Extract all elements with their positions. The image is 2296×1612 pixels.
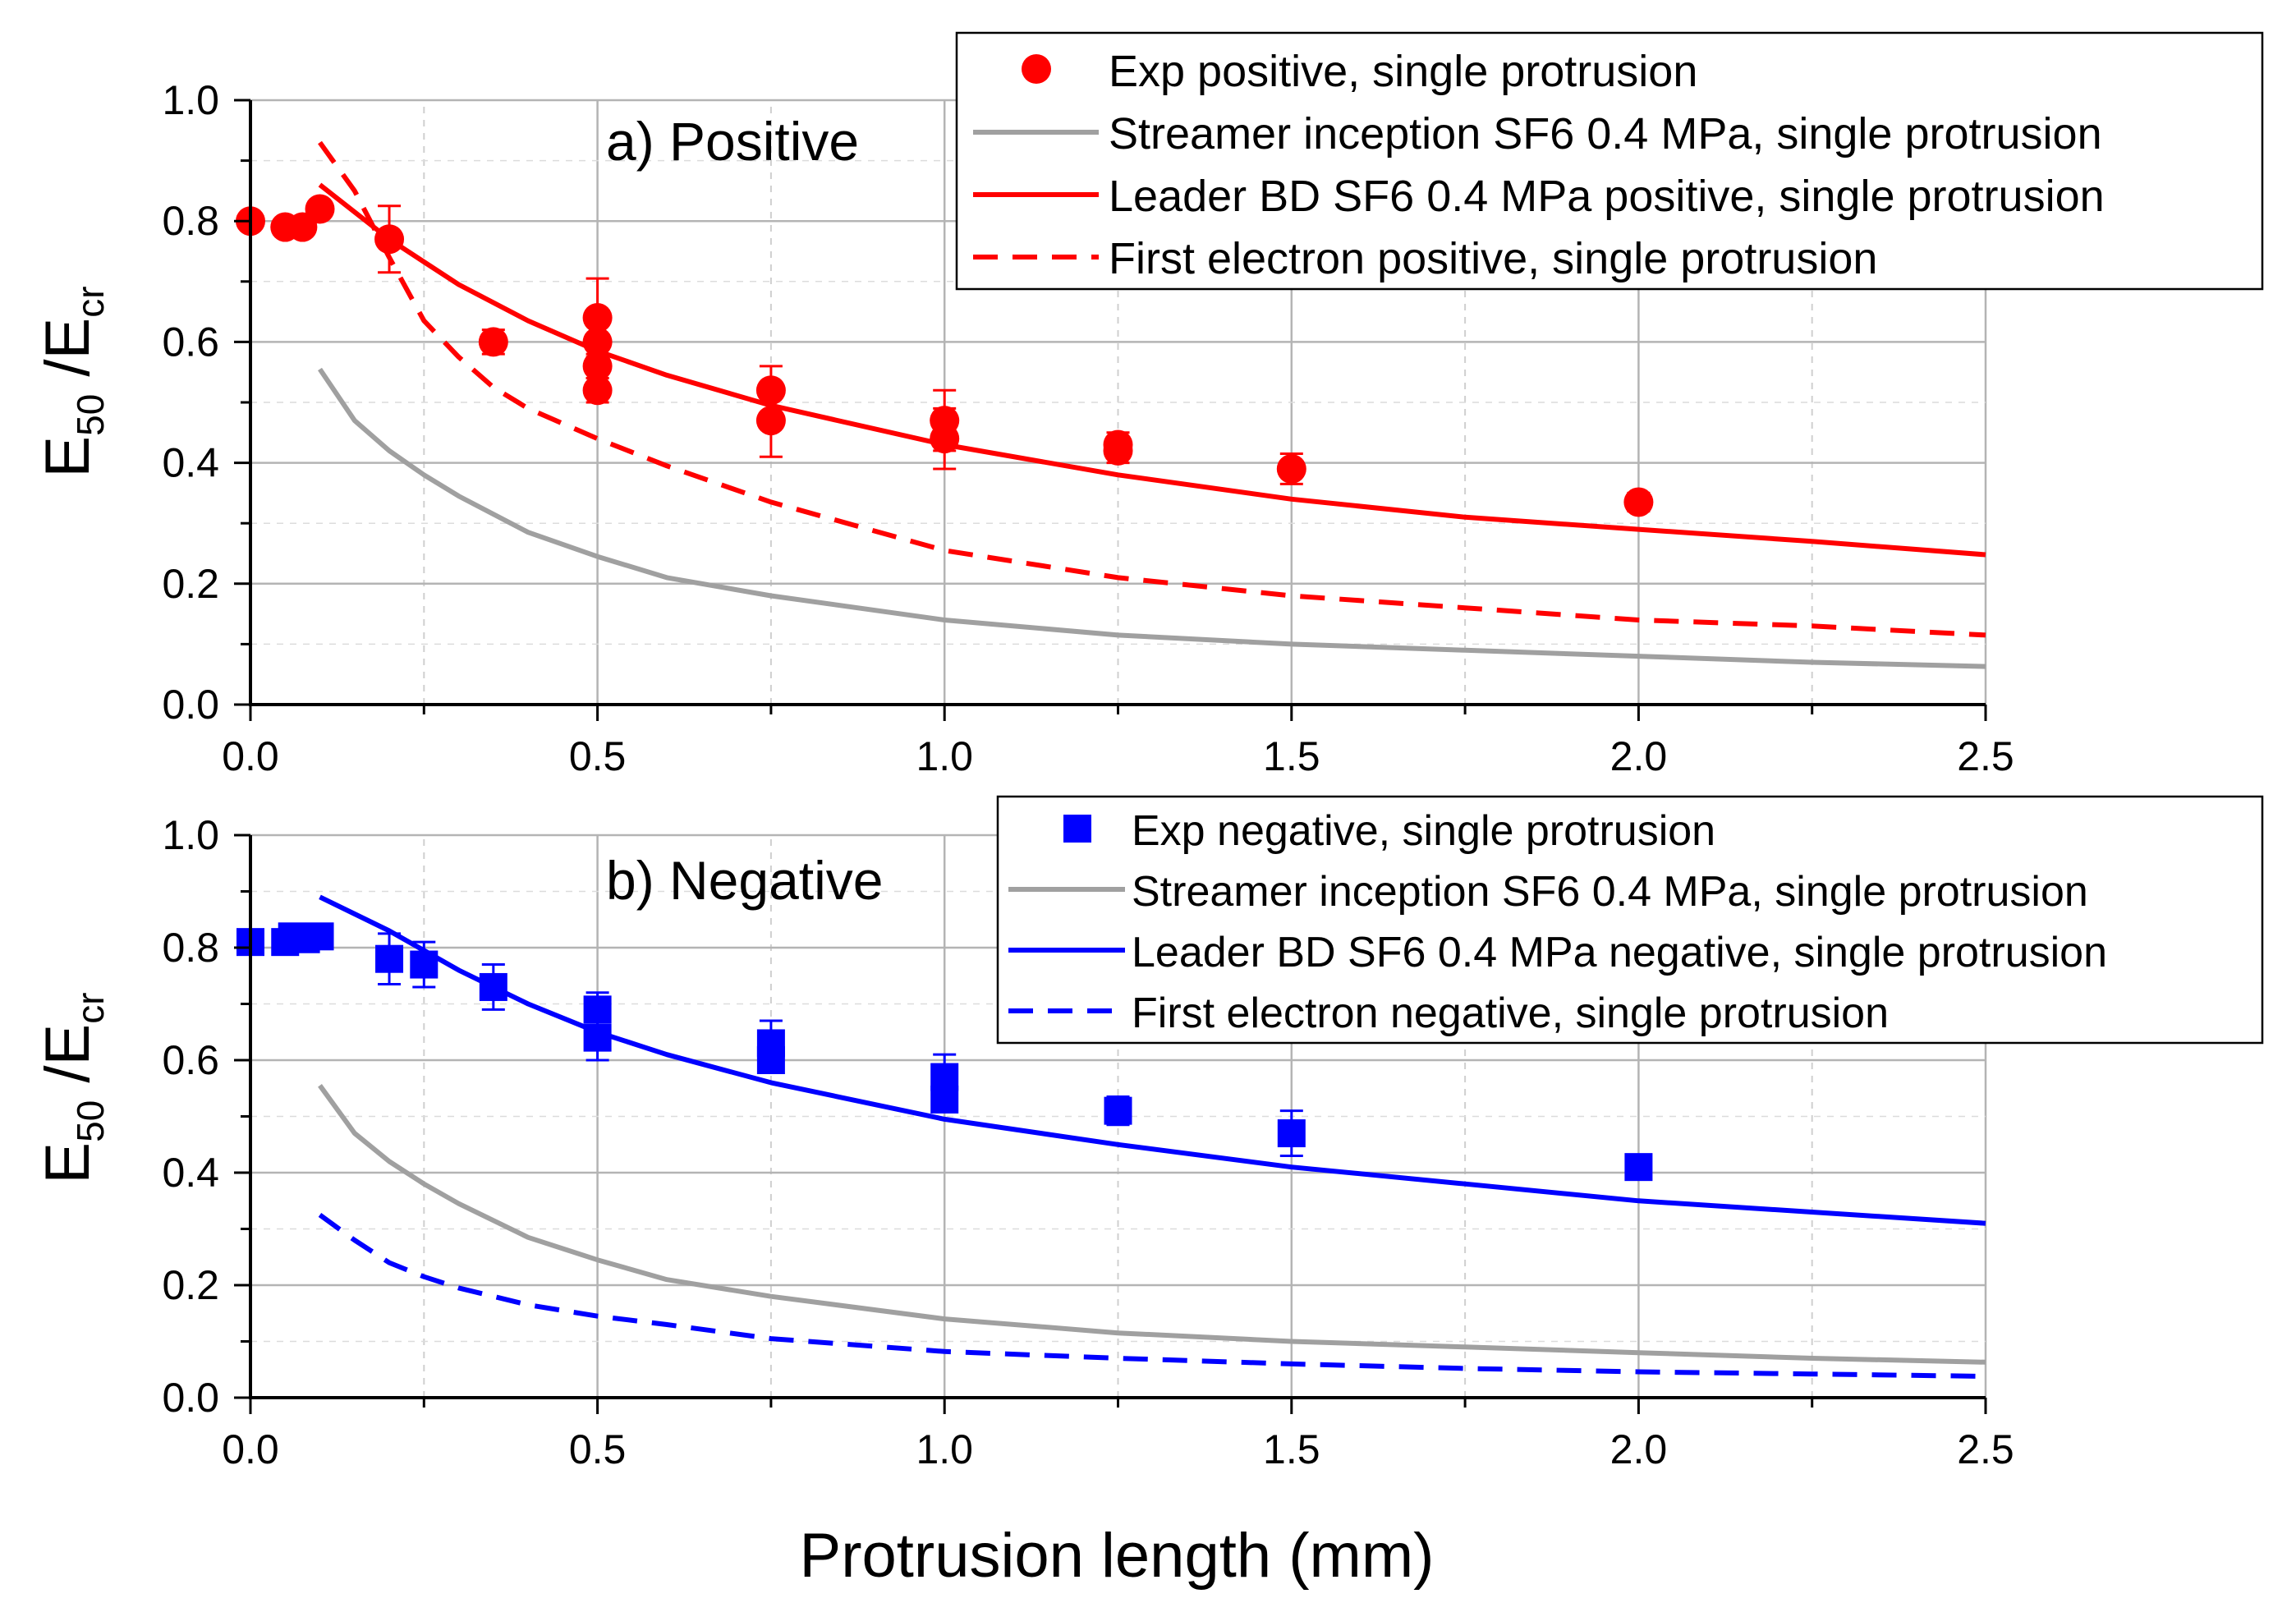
axes	[234, 99, 1987, 721]
data-point	[582, 327, 613, 357]
y-tick-label: 0.4	[162, 440, 219, 486]
y-label-mid: /E	[33, 1024, 103, 1100]
y-axis-label: E50 /Ecr	[33, 286, 112, 477]
y-tick-label: 0.8	[162, 198, 219, 244]
y-axis-label: E50 /Ecr	[33, 992, 112, 1183]
curves	[318, 140, 1986, 669]
y-label-main: E	[33, 1142, 103, 1184]
x-tick-label: 0.0	[222, 1426, 279, 1472]
series-streamer-inception	[318, 367, 1986, 669]
y-tick-label: 1.0	[162, 77, 219, 123]
data-point	[1104, 1096, 1132, 1125]
x-tick-label: 0.0	[222, 733, 279, 779]
series-first-electron	[318, 140, 1986, 638]
y-tick-label: 0.0	[162, 682, 219, 728]
data-point	[478, 327, 508, 357]
x-tick-label: 0.5	[569, 733, 627, 779]
y-tick-label: 0.6	[162, 1037, 219, 1083]
x-tick-label: 1.0	[916, 733, 973, 779]
y-label-sub-cr: cr	[69, 992, 112, 1023]
data-point	[479, 972, 507, 1001]
x-tick-label: 2.0	[1610, 1426, 1668, 1472]
data-point	[582, 302, 613, 333]
legend-label-leader: Leader BD SF6 0.4 MPa negative, single p…	[1132, 929, 2107, 976]
legend-box	[955, 31, 2264, 291]
series-leader-bd	[319, 894, 1986, 1226]
y-tick-label: 0.2	[162, 1262, 219, 1308]
legend: Exp negative, single protrusion Streamer…	[996, 795, 2264, 1045]
legend-label-exp: Exp positive, single protrusion	[1109, 47, 1697, 96]
chart-negative: 0.0 0.5 1.0 1.5 2.0 2.5 0.0 0.2 0.4 0.6 0.8 1.0 b) …	[33, 795, 2264, 1472]
y-label-sub-50: 50	[69, 394, 112, 436]
curves	[318, 894, 1986, 1379]
legend-marker-exp	[1022, 54, 1051, 84]
y-tick-label: 0.4	[162, 1150, 219, 1196]
series-leader-bd	[318, 182, 1986, 558]
y-label-sub-cr: cr	[69, 286, 112, 317]
data-point	[1276, 453, 1306, 484]
legend-label-streamer: Streamer inception SF6 0.4 MPa, single p…	[1109, 109, 2102, 158]
x-tick-label: 1.5	[1263, 733, 1320, 779]
legend-box	[996, 795, 2264, 1045]
legend-label-exp: Exp negative, single protrusion	[1132, 807, 1715, 855]
data-point	[755, 406, 786, 436]
data-point	[756, 1046, 785, 1074]
data-point	[930, 1085, 959, 1114]
data-point	[410, 950, 439, 979]
y-label-mid: /E	[33, 318, 103, 394]
data-point	[1623, 487, 1654, 517]
x-tick-label: 2.5	[1957, 1426, 2014, 1472]
data-point	[1103, 435, 1133, 466]
legend-label-first-electron: First electron negative, single protrusi…	[1132, 990, 1889, 1037]
legend-marker-exp	[1063, 815, 1091, 843]
data-point	[582, 351, 613, 381]
y-tick-label: 0.2	[162, 561, 219, 607]
data-point	[374, 224, 405, 255]
x-axis-label: Protrusion length (mm)	[800, 1521, 1435, 1591]
data-point	[305, 194, 335, 224]
exp-points	[236, 922, 1653, 1182]
series-streamer-inception	[318, 1084, 1986, 1365]
x-tick-label: 1.0	[916, 1426, 973, 1472]
legend-label-leader: Leader BD SF6 0.4 MPa positive, single p…	[1109, 172, 2105, 221]
data-point	[1277, 1119, 1306, 1148]
y-label-main: E	[33, 436, 103, 478]
tick-labels: 0.0 0.5 1.0 1.5 2.0 2.5 0.0 0.2 0.4 0.6 0.8 1.0	[162, 77, 2014, 779]
x-tick-label: 2.5	[1957, 733, 2014, 779]
y-tick-label: 0.8	[162, 925, 219, 971]
legend-label-first-electron: First electron positive, single protrusi…	[1109, 234, 1877, 283]
chart-positive: 0.0 0.5 1.0 1.5 2.0 2.5 0.0 0.2 0.4 0.6 0.8 1.0 a) …	[33, 31, 2264, 779]
data-point	[305, 922, 334, 951]
x-tick-label: 0.5	[569, 1426, 627, 1472]
tick-labels: 0.0 0.5 1.0 1.5 2.0 2.5 0.0 0.2 0.4 0.6 0.8 1.0	[162, 812, 2014, 1472]
data-point	[1624, 1153, 1653, 1182]
y-tick-label: 1.0	[162, 812, 219, 858]
exp-points	[236, 194, 1654, 517]
data-point	[375, 944, 404, 973]
y-label-sub-50: 50	[69, 1100, 112, 1142]
y-tick-label: 0.6	[162, 319, 219, 365]
legend-label-streamer: Streamer inception SF6 0.4 MPa, single p…	[1132, 868, 2088, 916]
data-point	[583, 1023, 612, 1052]
legend: Exp positive, single protrusion Streamer…	[955, 31, 2264, 291]
series-first-electron	[318, 1212, 1986, 1379]
axes	[234, 834, 1987, 1414]
x-tick-label: 2.0	[1610, 733, 1668, 779]
y-tick-label: 0.0	[162, 1375, 219, 1421]
x-tick-label: 1.5	[1263, 1426, 1320, 1472]
data-point	[582, 375, 613, 406]
panel-label: b) Negative	[606, 850, 884, 911]
panel-label: a) Positive	[606, 111, 859, 172]
data-point	[930, 424, 960, 454]
